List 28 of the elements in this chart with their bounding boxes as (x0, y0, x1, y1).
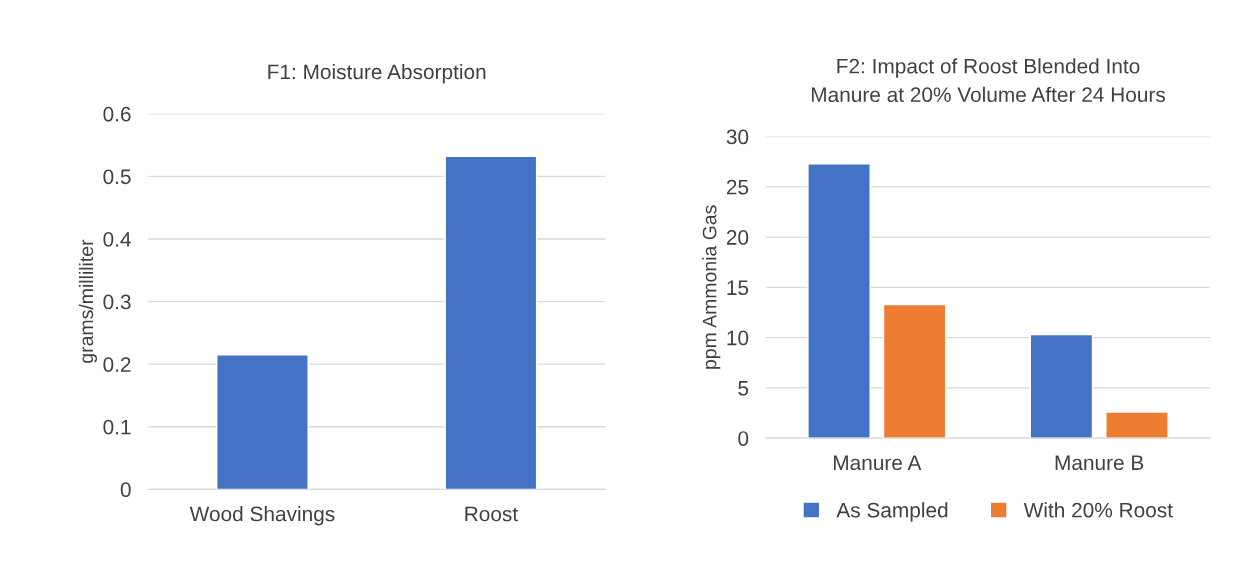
y-tick-label: 15 (727, 280, 749, 296)
y-tick-label: 0.3 (103, 294, 131, 310)
bar (807, 163, 871, 439)
y-tick-label: 0.6 (103, 106, 131, 122)
y-tick-label: 0.5 (103, 169, 131, 185)
y-axis-title: ppm Ammonia Gas (702, 205, 721, 369)
bar (882, 303, 947, 439)
y-tick-label: 0 (738, 431, 749, 446)
y-tick-label: 20 (726, 230, 749, 245)
y-tick-label: 0.4 (103, 231, 131, 247)
chart-title: F1: Moisture Absorption (268, 63, 486, 84)
legend-label: With 20% Roost (1023, 502, 1173, 518)
y-axis-title: grams/milliliter (78, 239, 98, 363)
y-tick-label: 0.1 (103, 419, 131, 435)
y-tick-label: 10 (727, 330, 749, 346)
y-tick-label: 30 (726, 129, 749, 145)
x-tick-label: Manure A (833, 455, 922, 471)
y-tick-label: 0 (120, 482, 131, 498)
y-tick-label: 5 (738, 381, 749, 396)
bar (1105, 411, 1169, 439)
bar (1029, 333, 1094, 439)
y-tick-label: 25 (726, 179, 749, 195)
x-tick-label: Wood Shavings (189, 506, 335, 526)
x-tick-label: Roost (465, 506, 518, 522)
legend-label: As Sampled (836, 502, 948, 522)
y-tick-label: 0.2 (103, 357, 131, 372)
x-tick-label: Manure B (1055, 455, 1144, 471)
chart-title: F2: Impact of Roost Blended Into Manure at 20% Volume After 24 Hours (811, 58, 1166, 103)
